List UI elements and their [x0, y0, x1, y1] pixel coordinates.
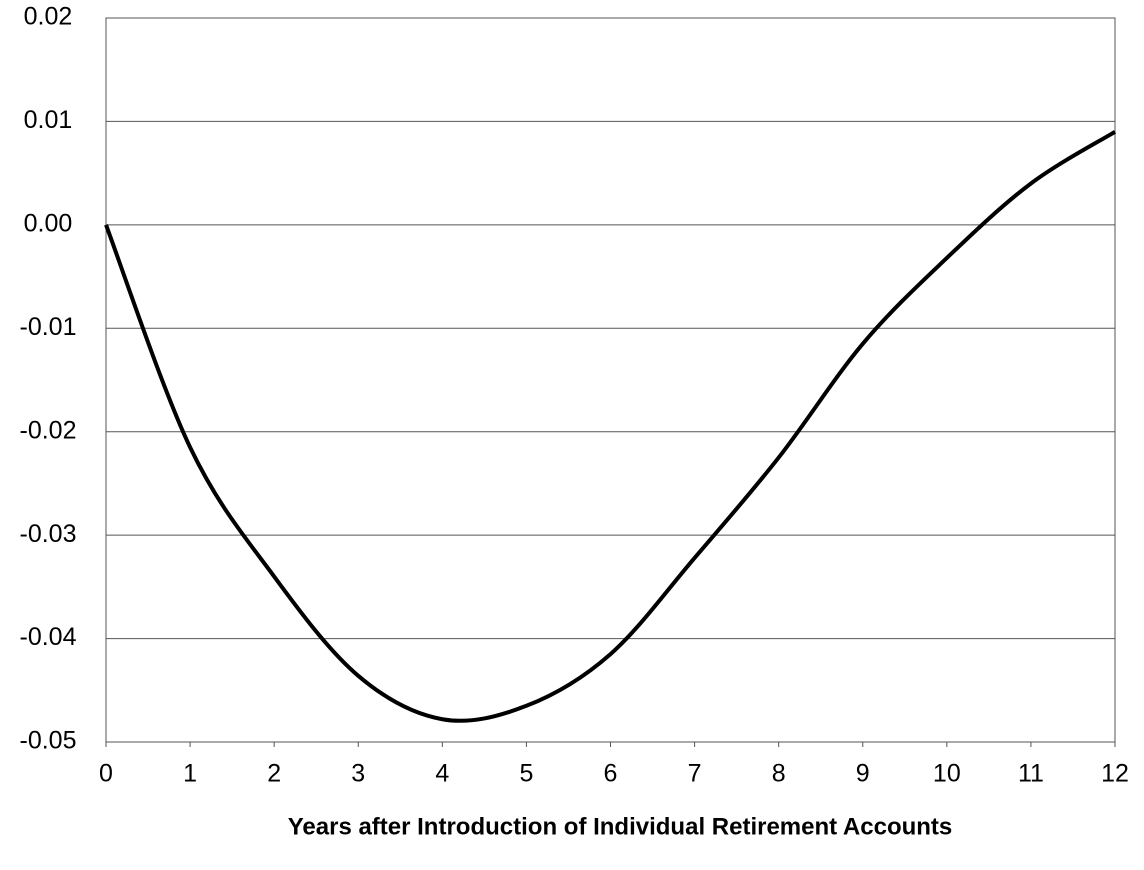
y-tick-label: 0.02 — [24, 3, 73, 31]
y-tick-label: -0.05 — [20, 727, 77, 755]
x-tick-label: 12 — [1101, 760, 1129, 788]
y-tick-label: -0.04 — [20, 623, 77, 651]
x-tick-label: 1 — [183, 760, 197, 788]
x-tick-label: 2 — [267, 760, 281, 788]
y-tick-label: 0.00 — [24, 209, 73, 237]
x-tick-label: 9 — [856, 760, 870, 788]
x-tick-label: 10 — [933, 760, 961, 788]
x-tick-label: 0 — [99, 760, 113, 788]
y-tick-label: -0.02 — [20, 416, 77, 444]
x-tick-label: 11 — [1018, 760, 1044, 788]
x-axis-title: Years after Introduction of Individual R… — [288, 813, 953, 840]
x-tick-label: 5 — [519, 760, 533, 788]
y-tick-label: -0.03 — [20, 520, 77, 548]
y-tick-label: 0.01 — [24, 106, 73, 134]
x-tick-label: 3 — [351, 760, 365, 788]
x-tick-label: 6 — [604, 760, 618, 788]
x-tick-label: 8 — [772, 760, 786, 788]
plot-border — [105, 17, 1116, 743]
x-tick-label: 4 — [435, 760, 449, 788]
y-tick-label: -0.01 — [20, 313, 77, 341]
data-line — [104, 130, 1117, 723]
x-tick-label: 7 — [688, 760, 702, 788]
